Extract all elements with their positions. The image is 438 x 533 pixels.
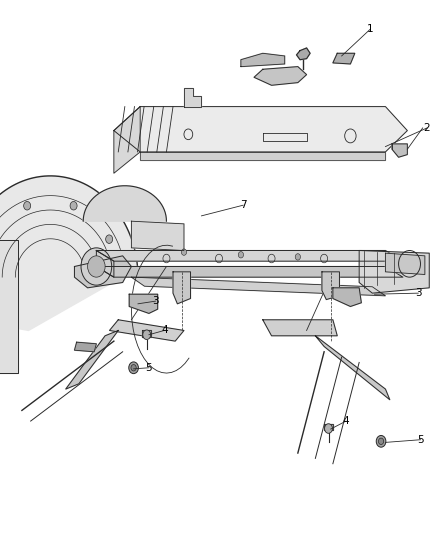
- Circle shape: [238, 252, 244, 258]
- Polygon shape: [74, 256, 131, 288]
- Text: 1: 1: [367, 25, 374, 34]
- Polygon shape: [142, 330, 151, 337]
- Circle shape: [88, 256, 105, 277]
- Polygon shape: [131, 221, 184, 251]
- Polygon shape: [392, 144, 407, 157]
- Text: 3: 3: [415, 288, 422, 298]
- Polygon shape: [74, 342, 96, 352]
- Polygon shape: [263, 320, 337, 336]
- Polygon shape: [297, 48, 310, 60]
- Text: 7: 7: [240, 200, 247, 210]
- Circle shape: [181, 249, 187, 255]
- Polygon shape: [322, 272, 339, 300]
- Polygon shape: [96, 251, 403, 261]
- Polygon shape: [184, 88, 201, 107]
- Polygon shape: [241, 53, 285, 67]
- Polygon shape: [83, 186, 166, 221]
- Polygon shape: [96, 266, 403, 277]
- Polygon shape: [129, 294, 158, 313]
- Text: 3: 3: [152, 296, 159, 306]
- Circle shape: [106, 235, 113, 244]
- Polygon shape: [333, 288, 361, 306]
- Polygon shape: [110, 320, 184, 341]
- Polygon shape: [0, 240, 18, 373]
- Polygon shape: [324, 424, 333, 430]
- Polygon shape: [96, 251, 114, 277]
- Polygon shape: [114, 107, 407, 152]
- Polygon shape: [114, 107, 140, 173]
- Text: 5: 5: [145, 363, 152, 373]
- Circle shape: [24, 201, 31, 210]
- Polygon shape: [359, 251, 429, 293]
- Circle shape: [378, 438, 384, 445]
- Polygon shape: [385, 253, 425, 274]
- Circle shape: [325, 424, 332, 433]
- Polygon shape: [140, 152, 385, 160]
- Circle shape: [129, 362, 138, 374]
- Polygon shape: [131, 277, 385, 296]
- Text: 2: 2: [424, 123, 431, 133]
- Circle shape: [131, 365, 136, 371]
- Polygon shape: [315, 336, 390, 400]
- Circle shape: [143, 330, 151, 340]
- Text: 5: 5: [417, 435, 424, 445]
- Circle shape: [81, 248, 112, 285]
- Circle shape: [376, 435, 386, 447]
- Polygon shape: [0, 176, 138, 330]
- Text: 4: 4: [343, 416, 350, 426]
- Circle shape: [295, 254, 300, 260]
- Circle shape: [70, 201, 77, 210]
- Text: 4: 4: [161, 326, 168, 335]
- Polygon shape: [333, 53, 355, 64]
- Polygon shape: [254, 67, 307, 85]
- Polygon shape: [173, 272, 191, 304]
- Polygon shape: [66, 330, 118, 389]
